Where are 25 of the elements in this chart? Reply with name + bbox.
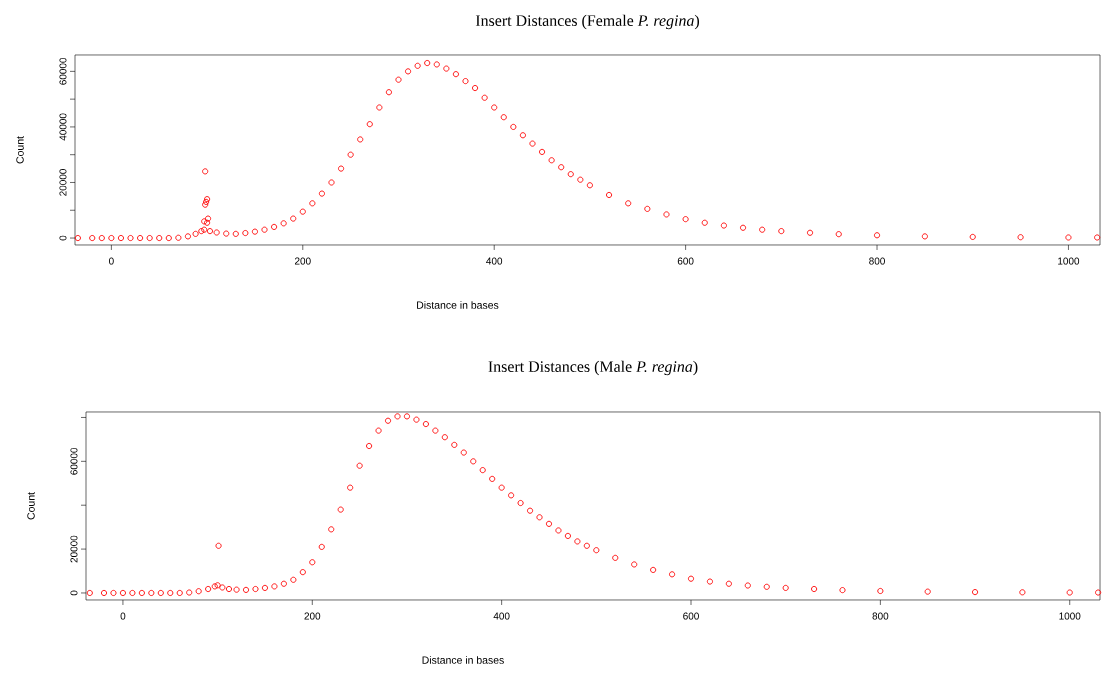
y-tick-label: 40000 xyxy=(59,113,67,141)
y-axis-title: Count xyxy=(16,136,24,164)
x-tick-label: 400 xyxy=(493,612,510,620)
y-tick-label: 20000 xyxy=(59,169,67,196)
x-axis-title: Distance in bases xyxy=(417,301,499,309)
x-tick-label: 0 xyxy=(120,612,126,620)
x-axis-title: Distance in bases xyxy=(422,656,504,664)
y-tick-label: 60000 xyxy=(59,57,67,85)
x-tick-label: 600 xyxy=(683,612,699,620)
x-tick-label: 800 xyxy=(869,257,885,265)
x-tick-label: 800 xyxy=(872,612,889,620)
y-tick-label: 0 xyxy=(70,590,78,596)
chart-title: Insert Distances (Female P. regina) xyxy=(475,14,700,30)
x-tick-label: 0 xyxy=(109,257,114,265)
y-axis-title: Count xyxy=(27,492,35,520)
x-tick-label: 600 xyxy=(677,257,694,265)
y-tick-label: 20000 xyxy=(70,535,78,563)
x-tick-label: 1000 xyxy=(1058,257,1080,265)
x-tick-label: 200 xyxy=(304,612,321,620)
x-tick-label: 1000 xyxy=(1059,612,1081,620)
y-tick-label: 0 xyxy=(59,235,67,241)
chart-title: Insert Distances (Male P. regina) xyxy=(488,360,698,376)
y-tick-label: 60000 xyxy=(70,447,78,475)
x-tick-label: 200 xyxy=(294,257,311,265)
x-tick-label: 400 xyxy=(486,257,503,265)
